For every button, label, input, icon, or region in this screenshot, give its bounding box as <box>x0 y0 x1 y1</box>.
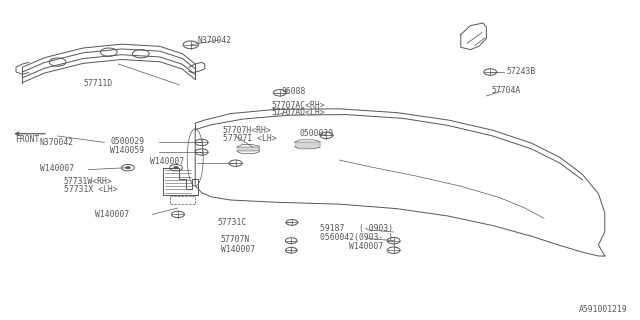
Circle shape <box>173 166 179 169</box>
Text: 57707AC<RH>: 57707AC<RH> <box>272 101 326 110</box>
Text: 57711D: 57711D <box>83 79 113 88</box>
Text: FRONT: FRONT <box>15 135 39 144</box>
Text: W140007: W140007 <box>40 164 74 173</box>
Text: 57707AD<LH>: 57707AD<LH> <box>272 108 326 117</box>
Text: 57707I <LH>: 57707I <LH> <box>223 134 276 143</box>
Text: 57704A: 57704A <box>492 86 521 95</box>
Text: W140007: W140007 <box>221 245 255 254</box>
Text: 57243B: 57243B <box>507 67 536 76</box>
Text: W140007: W140007 <box>150 157 184 166</box>
Text: 0500029: 0500029 <box>110 137 144 146</box>
Text: N370042: N370042 <box>197 36 231 44</box>
Text: 57731X <LH>: 57731X <LH> <box>64 185 118 194</box>
Text: 59187   (-0903): 59187 (-0903) <box>320 224 393 233</box>
Text: 0500029: 0500029 <box>300 129 333 138</box>
Text: W140059: W140059 <box>110 146 144 155</box>
Text: 57731W<RH>: 57731W<RH> <box>64 177 113 186</box>
Text: A591001219: A591001219 <box>579 305 627 314</box>
Text: N370042: N370042 <box>40 138 74 147</box>
Text: 57707N: 57707N <box>221 236 250 244</box>
Text: W140007: W140007 <box>95 210 129 219</box>
Text: 0560042(0903- ): 0560042(0903- ) <box>320 233 393 242</box>
Text: W140007: W140007 <box>349 242 383 251</box>
Text: 57731C: 57731C <box>218 218 247 227</box>
Text: 96088: 96088 <box>282 87 306 96</box>
Circle shape <box>125 166 131 169</box>
Text: 57707H<RH>: 57707H<RH> <box>223 126 271 135</box>
